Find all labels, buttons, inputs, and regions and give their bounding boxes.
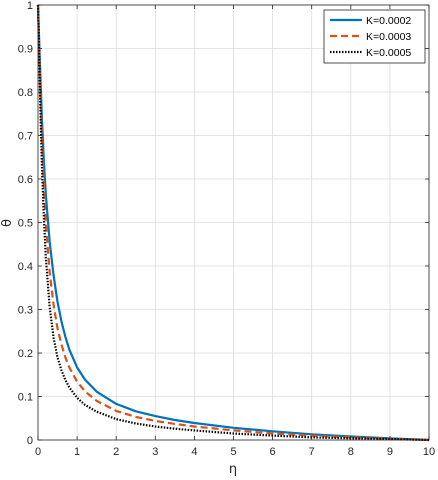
x-tick-label: 5 [230, 446, 236, 458]
y-axis-label: θ [0, 219, 15, 227]
x-tick-label: 7 [309, 446, 315, 458]
y-tick-label: 1 [27, 0, 33, 12]
y-tick-labels: 0 0.1 0.2 0.3 0.4 0.5 0.6 0.7 0.8 0.9 1 [18, 0, 33, 447]
x-tick-labels: 0 1 2 3 4 5 6 7 8 9 10 [35, 446, 435, 458]
legend-box [323, 9, 426, 64]
y-tick-label: 0.9 [18, 44, 33, 56]
legend-label-1: K=0.0002 [366, 15, 411, 27]
legend-label-3: K=0.0005 [366, 47, 411, 59]
legend-label-2: K=0.0003 [366, 31, 411, 43]
series-line-2 [36, 4, 430, 442]
x-tick-label: 9 [387, 446, 393, 458]
series-layer [36, 4, 430, 442]
series-line-3 [36, 4, 430, 442]
x-axis-label: η [229, 462, 237, 477]
x-tick-label: 0 [35, 446, 41, 458]
y-tick-label: 0.7 [18, 131, 33, 143]
x-tick-label: 3 [152, 446, 158, 458]
y-tick-label: 0.1 [18, 392, 33, 404]
y-tick-label: 0.3 [18, 305, 33, 317]
y-tick-label: 0 [27, 435, 33, 447]
x-tick-label: 2 [113, 446, 119, 458]
tick-marks [37, 4, 430, 441]
x-tick-label: 4 [191, 446, 197, 458]
x-tick-label: 8 [348, 446, 354, 458]
x-tick-label: 10 [423, 446, 435, 458]
y-tick-label: 0.5 [18, 218, 33, 230]
series-line-1 [36, 4, 430, 442]
x-tick-label: 1 [74, 446, 80, 458]
legend: K=0.0002 K=0.0003 K=0.0005 [323, 9, 426, 64]
x-tick-label: 6 [270, 446, 276, 458]
y-tick-label: 0.2 [18, 348, 33, 360]
y-tick-label: 0.4 [18, 261, 33, 273]
y-tick-label: 0.6 [18, 174, 33, 186]
y-tick-label: 0.8 [18, 87, 33, 99]
